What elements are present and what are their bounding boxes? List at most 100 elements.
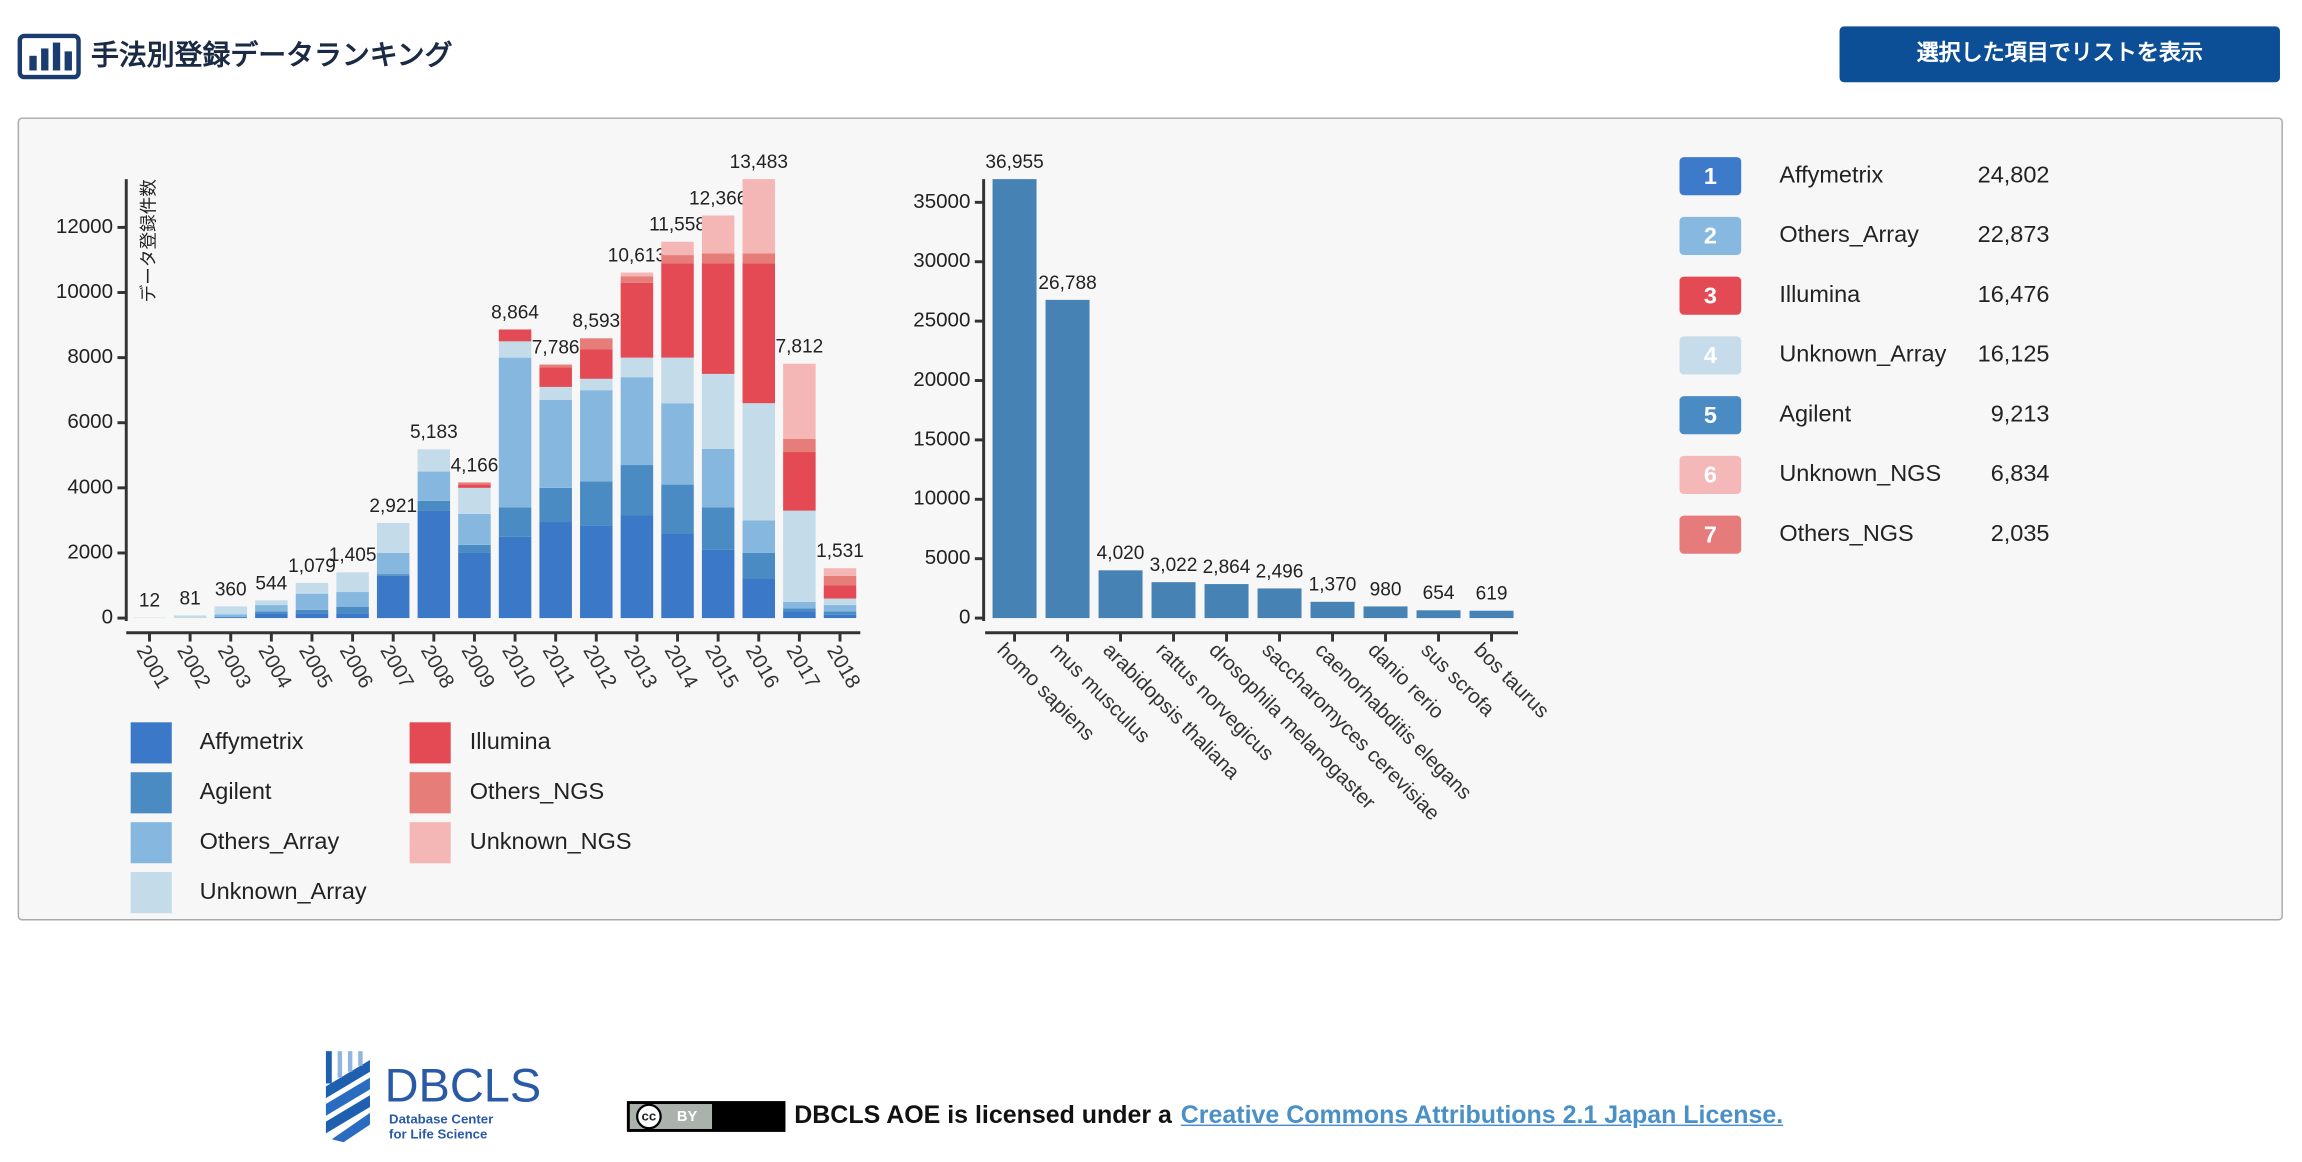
bar-segment: [661, 484, 694, 534]
bar-segment: [742, 520, 776, 553]
bar-segment: [823, 611, 857, 615]
bar-segment: [417, 471, 451, 501]
y-axis-title: データ登録件数: [138, 179, 158, 303]
bar-segment: [783, 601, 816, 609]
bar-segment: [742, 552, 776, 580]
total-label: 10,613: [608, 245, 666, 266]
total-label: 544: [255, 573, 287, 594]
bar: [1204, 584, 1249, 619]
bar-segment: [214, 606, 247, 615]
rank-count: 22,873: [1978, 221, 2050, 247]
bar: [1045, 299, 1090, 619]
legend-swatch: [409, 772, 451, 814]
bar-segment: [823, 568, 857, 576]
y-tick-label: 6000: [67, 410, 113, 433]
rank-badge: [1679, 336, 1742, 375]
bar-segment: [539, 487, 572, 523]
rank-name: Agilent: [1779, 400, 1851, 426]
bar-segment: [336, 606, 369, 614]
bar-segment: [620, 515, 654, 619]
bar-segment: [701, 448, 735, 508]
value-label: 1,370: [1309, 575, 1357, 596]
bar-segment: [417, 500, 451, 511]
total-label: 13,483: [730, 152, 788, 173]
bar-segment: [498, 329, 532, 342]
bar: [1416, 610, 1461, 619]
bar-segment: [539, 386, 572, 400]
total-label: 2,921: [369, 496, 417, 517]
bar-segment: [539, 364, 572, 368]
bar-segment: [376, 522, 410, 553]
y-tick-label: 15000: [913, 427, 970, 450]
total-label: 8,593: [572, 311, 620, 332]
rank-badge: [1679, 276, 1742, 315]
bar: [1098, 570, 1143, 619]
rank-name: Others_NGS: [1779, 520, 1913, 546]
y-tick-label: 20000: [913, 368, 970, 391]
bar-segment: [620, 377, 654, 466]
rank-count: 24,802: [1978, 161, 2050, 187]
value-label: 36,955: [985, 152, 1043, 173]
bar-segment: [742, 403, 776, 521]
rank-number: 7: [1704, 521, 1717, 547]
bar-segment: [620, 465, 654, 516]
chart-panel: [17, 117, 2283, 921]
logo-subtitle: for Life Science: [389, 1126, 487, 1141]
bar-segment: [214, 617, 247, 619]
bar-segment: [661, 533, 694, 619]
rank-name: Others_Array: [1779, 221, 1919, 247]
bar-segment: [458, 487, 491, 514]
x-tick-label: 2015: [700, 641, 743, 692]
rank-badge: [1679, 396, 1742, 435]
legend-label: Others_Array: [200, 828, 340, 854]
rank-count: 2,035: [1991, 520, 2050, 546]
bar-segment: [701, 215, 735, 254]
total-label: 81: [180, 588, 201, 609]
y-tick-label: 10000: [56, 280, 113, 303]
legend-swatch: [409, 722, 451, 764]
x-tick-label: 2011: [538, 641, 580, 691]
bar-segment: [376, 552, 410, 575]
legend-label: Unknown_NGS: [470, 828, 632, 854]
legend-label: Unknown_Array: [200, 878, 367, 904]
x-tick-label: 2004: [254, 641, 297, 692]
bar-segment: [701, 507, 735, 550]
bar-segment: [255, 605, 288, 612]
rank-name: Illumina: [1779, 281, 1861, 307]
rank-number: 4: [1704, 342, 1717, 368]
bar-segment: [783, 611, 816, 619]
bar: [1257, 588, 1302, 619]
legend-label: Illumina: [470, 728, 552, 754]
dbcls-logo: [325, 1051, 370, 1143]
bar-segment: [823, 575, 857, 586]
bar-segment: [701, 373, 735, 449]
total-label: 1,531: [816, 541, 864, 562]
license-link[interactable]: Creative Commons Attributions 2.1 Japan …: [1180, 1101, 1784, 1129]
x-tick-label: 2016: [741, 641, 784, 692]
list-button[interactable]: 選択した項目でリストを表示: [1839, 26, 2280, 83]
page-title: 手法別登録データランキング: [91, 39, 453, 71]
bar-segment: [255, 611, 288, 614]
y-tick-label: 0: [959, 605, 970, 628]
bar-segment: [580, 525, 613, 619]
bar-segment: [620, 357, 654, 378]
rank-badge: [1679, 157, 1742, 196]
bar-segment: [539, 399, 572, 488]
x-tick-label: 2002: [172, 641, 215, 692]
bar-segment: [376, 575, 410, 619]
bar-segment: [742, 179, 776, 254]
bar-segment: [295, 613, 329, 619]
bar-segment: [498, 536, 532, 619]
bar-segment: [620, 272, 654, 277]
rank-number: 5: [1704, 402, 1717, 428]
rank-badge: [1679, 216, 1742, 256]
x-tick-label: 2001: [132, 641, 175, 692]
legend-swatch: [130, 872, 172, 914]
value-label: 980: [1370, 579, 1402, 600]
rank-number: 3: [1704, 282, 1717, 308]
rank-badge: [1679, 455, 1742, 495]
legend-swatch: [409, 822, 451, 864]
bar-segment: [376, 574, 410, 576]
bar-segment: [783, 608, 816, 612]
